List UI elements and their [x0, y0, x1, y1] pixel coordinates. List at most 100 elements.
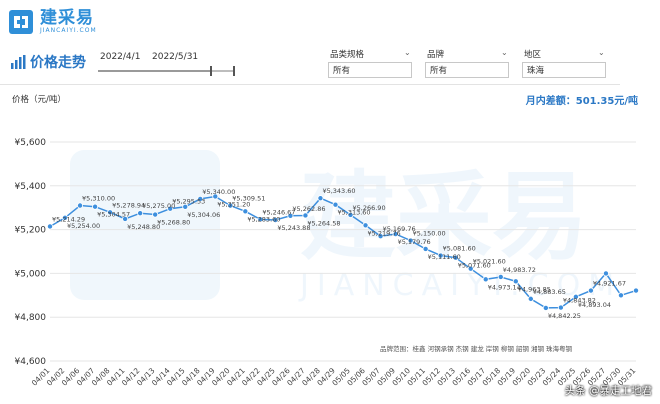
data-label: ¥5,169.76: [383, 225, 416, 233]
data-point: [542, 304, 549, 311]
logo-icon: [9, 10, 33, 34]
y-tick-label: ¥5,000: [15, 269, 47, 279]
data-point: [512, 278, 519, 285]
logo[interactable]: 建采易 JIANCAIYI.COM: [8, 6, 97, 38]
data-label: ¥5,343.60: [322, 187, 355, 195]
data-point: [242, 208, 249, 215]
data-label: ¥4,842.25: [548, 312, 581, 320]
data-point: [602, 270, 609, 277]
end-date-input[interactable]: 2022/5/31: [152, 52, 199, 62]
data-point: [257, 216, 264, 223]
data-label: ¥4,983.72: [503, 266, 536, 274]
data-point: [317, 195, 324, 202]
chevron-down-icon[interactable]: ⌄: [501, 48, 508, 57]
data-point: [617, 292, 624, 299]
watermark-logo: 建采易 JIANCAIYI.COM: [70, 150, 614, 303]
data-label: ¥5,283.60: [247, 215, 280, 223]
chevron-down-icon[interactable]: ⌄: [404, 48, 411, 57]
data-point: [47, 223, 54, 230]
data-label: ¥5,246.67: [262, 208, 295, 216]
y-axis-title: 价格（元/吨）: [12, 95, 66, 105]
divider: [0, 84, 620, 85]
data-label: ¥4,893.04: [578, 301, 611, 309]
data-point: [227, 202, 234, 209]
data-point: [362, 222, 369, 229]
page-title: 价格走势: [30, 55, 86, 71]
data-point: [77, 202, 84, 209]
data-point: [587, 287, 594, 294]
start-date-input[interactable]: 2022/4/1: [100, 52, 141, 62]
data-label: ¥5,310.00: [82, 195, 115, 203]
data-point: [467, 265, 474, 272]
filter-label-region: 地区: [524, 50, 542, 60]
data-label: ¥4,843.82: [563, 297, 596, 305]
data-label: ¥5,304.57: [97, 211, 130, 219]
data-label: ¥4,921.67: [593, 280, 626, 288]
y-tick-label: ¥5,200: [15, 226, 47, 236]
data-label: ¥5,309.51: [232, 195, 265, 203]
data-point: [527, 295, 534, 302]
data-label: ¥5,254.00: [67, 222, 100, 230]
data-point: [557, 304, 564, 311]
data-label: ¥5,295.53: [172, 198, 205, 206]
filter-label-brand: 品牌: [427, 50, 445, 60]
data-label: ¥5,266.90: [353, 204, 386, 212]
data-label: ¥5,179.76: [398, 238, 431, 246]
data-point: [422, 245, 429, 252]
y-tick-label: ¥4,800: [15, 313, 47, 323]
data-point: [92, 203, 99, 210]
data-point: [62, 214, 69, 221]
data-point: [633, 287, 640, 294]
chevron-down-icon[interactable]: ⌄: [598, 48, 605, 57]
data-label: ¥5,262.86: [292, 205, 325, 213]
data-point: [452, 254, 459, 261]
region-select[interactable]: 珠海: [522, 62, 606, 78]
data-point: [122, 215, 129, 222]
data-label: ¥5,275.00: [142, 202, 175, 210]
brand-select[interactable]: 所有: [425, 62, 509, 78]
data-point: [437, 252, 444, 259]
data-point: [407, 237, 414, 244]
data-point: [332, 201, 339, 208]
data-label: ¥5,304.06: [187, 211, 220, 219]
data-point: [347, 211, 354, 218]
source-watermark: 头条 @暴走工地君: [564, 385, 652, 397]
category-select[interactable]: 所有: [328, 62, 412, 78]
filter-label-category: 品类规格: [330, 50, 365, 60]
data-label: ¥5,351.20: [217, 200, 250, 208]
brand-scope-note: 品牌范围：桂鑫 河钢承钢 杰钢 建龙 岸钢 柳钢 韶钢 湘钢 珠海粤钢: [380, 344, 573, 353]
date-slider-range: [98, 70, 210, 72]
data-label: ¥5,071.60: [458, 262, 491, 270]
logo-domain: JIANCAIYI.COM: [40, 27, 97, 34]
data-point: [197, 195, 204, 202]
data-label: ¥5,219.76: [368, 229, 401, 237]
date-slider-start-handle[interactable]: [210, 66, 212, 76]
svg-text:建采易: 建采易: [300, 161, 588, 273]
data-label: ¥5,278.94: [112, 201, 145, 209]
y-tick-label: ¥4,600: [15, 357, 47, 367]
data-label: ¥5,243.88: [277, 224, 310, 232]
logo-name: 建采易: [40, 8, 94, 28]
data-label: ¥5,021.60: [473, 258, 506, 266]
data-point: [302, 212, 309, 219]
data-label: ¥5,214.29: [52, 215, 85, 223]
data-point: [212, 193, 219, 200]
data-label: ¥5,340.00: [202, 188, 235, 196]
data-point: [167, 205, 174, 212]
data-label: ¥4,973.14: [488, 283, 521, 291]
data-label: ¥4,883.65: [533, 288, 566, 296]
data-point: [272, 216, 279, 223]
data-point: [572, 293, 579, 300]
price-series-line: [49, 195, 637, 309]
y-tick-label: ¥5,400: [15, 182, 47, 192]
data-point: [497, 273, 504, 280]
section-title: 价格走势: [10, 52, 86, 72]
data-label: ¥5,081.60: [443, 245, 476, 253]
data-label: ¥5,111.60: [428, 253, 461, 261]
y-tick-label: ¥5,600: [15, 138, 47, 148]
data-label: ¥5,248.80: [127, 223, 160, 231]
date-slider-end-handle[interactable]: [233, 66, 235, 76]
data-point: [152, 211, 159, 218]
data-point: [137, 210, 144, 217]
